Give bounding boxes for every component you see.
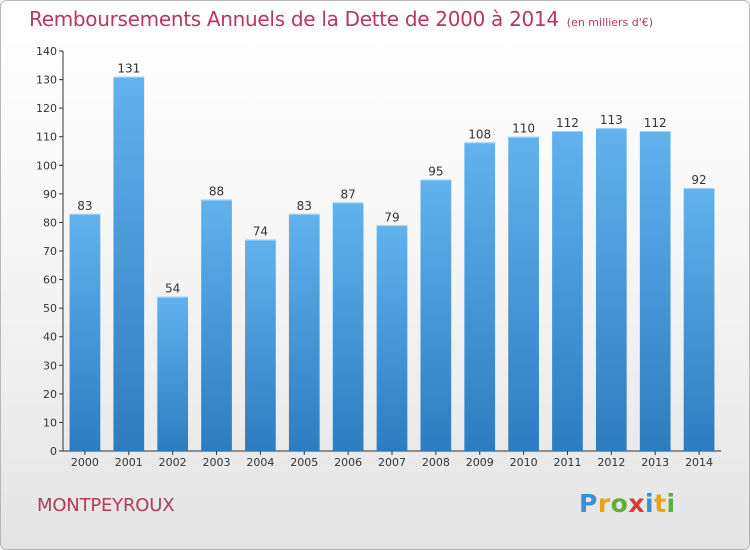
proxiti-logo: Proxiti <box>579 489 676 518</box>
y-axis: 0 10 20 30 40 50 60 70 80 90 100 110 120 130 140 <box>36 45 64 458</box>
bar <box>245 239 276 451</box>
data-label: 131 <box>117 62 140 76</box>
chart-unit: (en milliers d'€) <box>566 16 654 29</box>
bar <box>508 136 539 451</box>
bar <box>332 202 364 451</box>
x-tick-label: 2013 <box>641 456 669 469</box>
x-tick-label: 2005 <box>290 456 318 469</box>
y-tick-label: 90 <box>43 188 57 201</box>
y-tick-label: 80 <box>43 216 57 229</box>
data-label: 112 <box>644 116 667 130</box>
logo-letter: t <box>654 489 667 518</box>
data-label: 108 <box>468 127 491 141</box>
x-tick-label: 2014 <box>685 456 713 469</box>
y-tick-label: 30 <box>43 359 57 372</box>
logo-letter: r <box>597 489 611 518</box>
y-tick-label: 10 <box>43 416 57 429</box>
x-tick-label: 2010 <box>510 456 538 469</box>
data-label: 83 <box>77 199 92 213</box>
data-label: 87 <box>340 187 355 201</box>
x-axis: 2000 2001 2002 2003 2004 2005 2006 2007 2008 2009… <box>63 450 721 469</box>
x-tick-label: 2012 <box>597 456 625 469</box>
bar <box>552 131 583 451</box>
bar <box>683 188 715 451</box>
y-tick-label: 60 <box>43 274 57 287</box>
y-tick-label: 140 <box>36 45 57 58</box>
bar <box>595 128 627 451</box>
data-label: 74 <box>253 225 268 239</box>
data-label: 110 <box>512 122 535 136</box>
data-label: 54 <box>165 282 180 296</box>
logo-letter: i <box>645 489 655 518</box>
data-label: 92 <box>691 173 706 187</box>
x-tick-label: 2007 <box>378 456 406 469</box>
chart-title-text: Remboursements Annuels de la Dette de 20… <box>29 7 559 31</box>
bar <box>376 225 408 451</box>
data-labels: 83 131 54 88 74 83 87 79 95 108 110 112 113 112 92 <box>77 62 706 296</box>
x-tick-label: 2004 <box>246 456 274 469</box>
logo-letter: o <box>610 489 629 518</box>
y-tick-label: 20 <box>43 388 57 401</box>
commune-name: MONTPEYROUX <box>37 495 175 516</box>
data-label: 79 <box>384 210 399 224</box>
bar <box>464 142 496 451</box>
x-tick-label: 2011 <box>553 456 581 469</box>
x-tick-label: 2001 <box>115 456 143 469</box>
data-label: 83 <box>297 199 312 213</box>
y-tick-label: 0 <box>50 445 57 458</box>
x-tick-label: 2009 <box>466 456 494 469</box>
bar <box>420 179 452 452</box>
bar <box>201 199 232 451</box>
data-label: 95 <box>428 165 443 179</box>
bar <box>157 296 189 451</box>
chart-title: Remboursements Annuels de la Dette de 20… <box>29 7 653 31</box>
data-label: 112 <box>556 116 579 130</box>
y-tick-label: 70 <box>43 245 57 258</box>
y-tick-label: 50 <box>43 302 57 315</box>
x-tick-label: 2008 <box>422 456 450 469</box>
bars <box>69 76 715 452</box>
logo-letter: x <box>628 489 645 518</box>
bar <box>69 213 101 451</box>
data-label: 113 <box>600 113 623 127</box>
x-tick-label: 2003 <box>203 456 231 469</box>
y-tick-label: 100 <box>36 159 57 172</box>
data-label: 88 <box>209 185 224 199</box>
bar <box>113 76 145 451</box>
logo-letter: i <box>666 489 676 518</box>
x-tick-label: 2000 <box>71 456 99 469</box>
y-tick-label: 110 <box>36 131 57 144</box>
bar <box>288 213 320 451</box>
x-tick-label: 2006 <box>334 456 362 469</box>
logo-letter: P <box>579 489 598 518</box>
y-tick-label: 130 <box>36 74 57 87</box>
y-tick-label: 40 <box>43 331 57 344</box>
bar <box>639 131 671 451</box>
x-tick-label: 2002 <box>159 456 187 469</box>
y-tick-label: 120 <box>36 102 57 115</box>
